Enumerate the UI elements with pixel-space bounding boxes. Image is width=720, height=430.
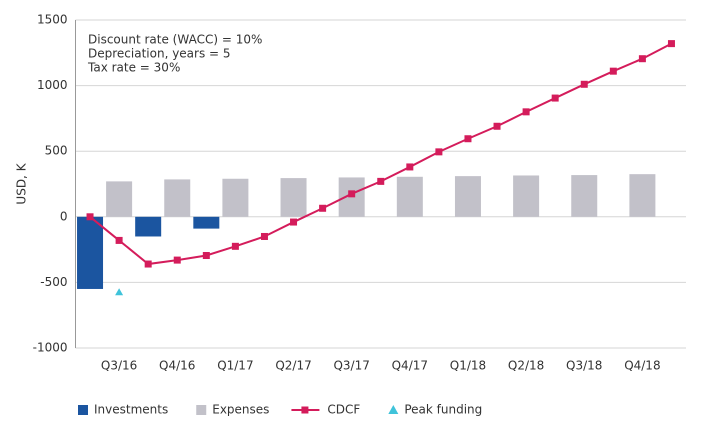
point xyxy=(319,204,327,212)
line xyxy=(89,42,672,266)
annotation: Depreciation, years = 5 xyxy=(88,47,231,61)
y-tick-label: -1000 xyxy=(33,341,68,355)
bar xyxy=(454,176,481,217)
point xyxy=(144,260,152,268)
legend-swatch xyxy=(388,405,399,414)
bar xyxy=(571,175,598,217)
x-tick-label: Q3/18 xyxy=(566,359,602,373)
legend-swatch xyxy=(196,405,207,415)
point xyxy=(493,122,501,130)
point xyxy=(551,94,559,102)
legend-label: Investments xyxy=(94,403,168,417)
x-tick-label: Q2/18 xyxy=(508,359,544,373)
legend-swatch xyxy=(301,406,309,414)
x-tick-label: Q4/17 xyxy=(392,359,428,373)
bar xyxy=(280,178,307,217)
point xyxy=(260,232,268,240)
x-tick-label: Q2/17 xyxy=(275,359,311,373)
point xyxy=(231,242,239,250)
bar xyxy=(193,216,220,229)
y-axis-label: USD, K xyxy=(15,162,29,204)
point xyxy=(435,148,443,156)
point xyxy=(580,80,588,88)
x-tick-label: Q4/16 xyxy=(159,359,195,373)
y-tick-label: 1000 xyxy=(37,78,68,92)
point xyxy=(290,218,298,226)
y-tick-label: -500 xyxy=(40,275,67,289)
x-tick-label: Q1/18 xyxy=(450,359,486,373)
annotation: Discount rate (WACC) = 10% xyxy=(88,33,262,47)
y-tick-label: 500 xyxy=(45,144,68,158)
point xyxy=(522,108,530,116)
point xyxy=(86,213,94,221)
bar xyxy=(629,174,656,217)
y-tick-label: 0 xyxy=(60,209,68,223)
point xyxy=(464,135,472,143)
y-tick-label: 1500 xyxy=(37,13,68,27)
legend-label: CDCF xyxy=(327,403,360,417)
point xyxy=(667,40,675,48)
x-tick-label: Q1/17 xyxy=(217,359,253,373)
bar xyxy=(106,181,133,217)
point xyxy=(115,236,123,244)
bar xyxy=(77,216,104,289)
point xyxy=(638,55,646,63)
bar xyxy=(222,178,249,217)
x-tick-label: Q4/18 xyxy=(624,359,660,373)
marker xyxy=(115,288,124,296)
x-tick-label: Q3/17 xyxy=(333,359,369,373)
legend-swatch xyxy=(78,405,88,415)
point xyxy=(406,163,414,171)
legend-label: Peak funding xyxy=(404,403,482,417)
bar xyxy=(513,175,540,217)
bar xyxy=(164,179,191,217)
bar xyxy=(396,176,423,217)
annotation: Tax rate = 30% xyxy=(87,61,180,75)
point xyxy=(377,177,385,185)
point xyxy=(348,190,356,198)
legend-label: Expenses xyxy=(212,403,269,417)
x-tick-label: Q3/16 xyxy=(101,359,137,373)
point xyxy=(609,67,617,75)
bar xyxy=(135,216,162,237)
point xyxy=(173,256,181,264)
point xyxy=(202,252,210,260)
